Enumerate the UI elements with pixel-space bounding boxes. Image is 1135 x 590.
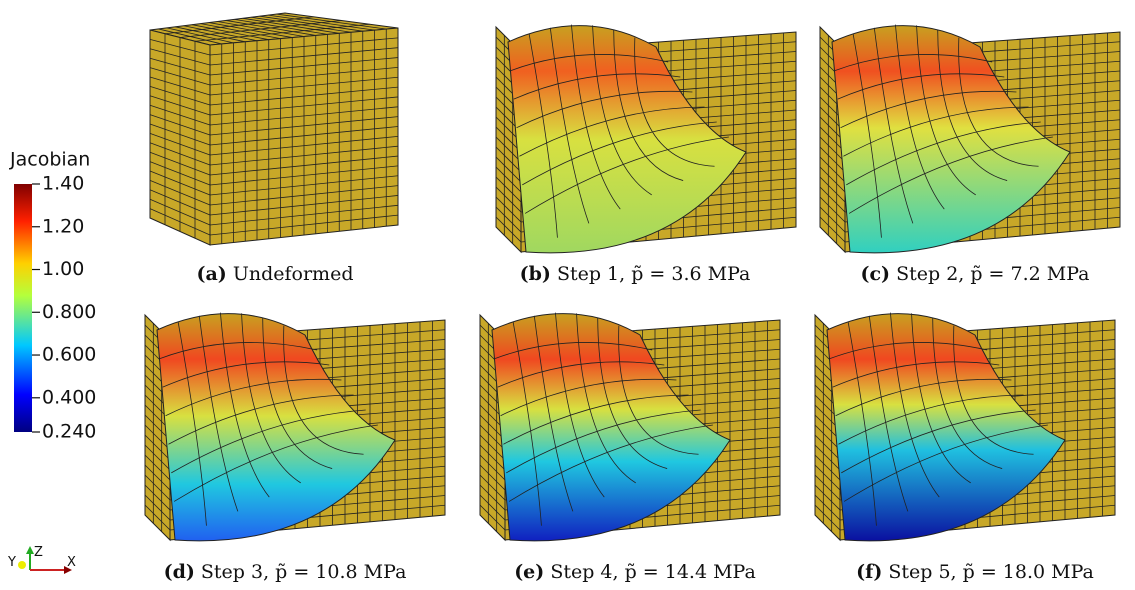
caption-label: (c) bbox=[860, 263, 890, 285]
panel-caption: (a) Undeformed bbox=[197, 263, 354, 285]
caption-text: Step 5, p̃ = 18.0 MPa bbox=[888, 561, 1093, 583]
caption-label: (e) bbox=[514, 561, 544, 583]
caption-text: Step 1, p̃ = 3.6 MPa bbox=[557, 263, 750, 285]
caption-label: (d) bbox=[164, 561, 195, 583]
panel-caption: (c) Step 2, p̃ = 7.2 MPa bbox=[860, 263, 1089, 285]
axis-z: Z bbox=[34, 545, 43, 560]
axis-x: X bbox=[67, 555, 76, 570]
panel-caption: (f) Step 5, p̃ = 18.0 MPa bbox=[856, 561, 1094, 583]
colorbar-title: Jacobian bbox=[9, 149, 90, 171]
caption-text: Step 4, p̃ = 14.4 MPa bbox=[550, 561, 755, 583]
colorbar-tick-label: 0.800 bbox=[42, 301, 96, 323]
caption-text: Step 3, p̃ = 10.8 MPa bbox=[201, 561, 406, 583]
panel-caption: (e) Step 4, p̃ = 14.4 MPa bbox=[514, 561, 756, 583]
caption-text: Undeformed bbox=[233, 263, 354, 285]
colorbar-tick-label: 1.20 bbox=[42, 215, 84, 237]
panel bbox=[480, 313, 780, 541]
caption-label: (b) bbox=[520, 263, 551, 285]
caption-label: (f) bbox=[856, 561, 882, 583]
panel bbox=[150, 13, 398, 245]
panel bbox=[815, 313, 1115, 541]
colorbar bbox=[14, 184, 32, 432]
axis-y: Y bbox=[7, 555, 16, 570]
caption-text: Step 2, p̃ = 7.2 MPa bbox=[896, 263, 1089, 285]
panel bbox=[145, 313, 445, 541]
panel bbox=[820, 25, 1120, 253]
panel-caption: (d) Step 3, p̃ = 10.8 MPa bbox=[164, 561, 407, 583]
colorbar-tick-label: 0.240 bbox=[42, 421, 96, 443]
colorbar-tick-label: 1.00 bbox=[42, 258, 84, 280]
axes-triad: Z Y X bbox=[7, 545, 76, 574]
figure: Jacobian Z Y X 1.40 1.20 1.00 0.800 0.600 0.4… bbox=[0, 0, 1135, 590]
colorbar-tick-label: 0.400 bbox=[42, 386, 96, 408]
colorbar-tick-label: 0.600 bbox=[42, 344, 96, 366]
colorbar-tick-label: 1.40 bbox=[42, 173, 84, 195]
panel-caption: (b) Step 1, p̃ = 3.6 MPa bbox=[520, 263, 751, 285]
panel bbox=[496, 25, 796, 253]
caption-label: (a) bbox=[197, 263, 227, 285]
